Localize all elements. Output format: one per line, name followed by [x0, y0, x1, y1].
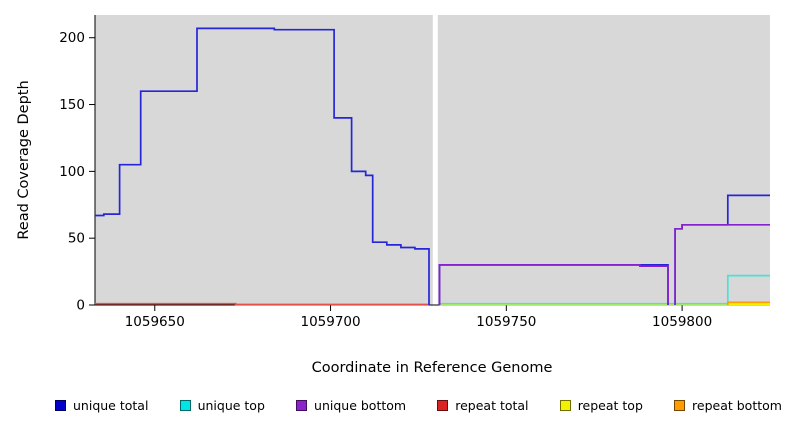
legend-swatch-unique-bottom	[296, 400, 308, 411]
y-tick-label: 0	[76, 298, 85, 314]
series-line-repeat-bottom	[726, 301, 770, 305]
legend-swatch-repeat-bottom	[674, 400, 686, 411]
x-tick-label: 1059750	[476, 314, 536, 330]
x-tick-label: 1059800	[652, 314, 712, 330]
legend-label: repeat bottom	[692, 398, 782, 413]
y-axis-label: Read Coverage Depth	[16, 80, 32, 239]
series-line-unique-total	[95, 27, 430, 305]
legend-swatch-unique-total	[55, 400, 66, 411]
y-tick-label: 150	[59, 97, 85, 113]
legend-item-repeat-total: repeat total	[437, 398, 529, 413]
series-line-unique-bottom	[674, 223, 770, 305]
legend-item-repeat-top: repeat top	[559, 398, 643, 413]
legend-item-unique-bottom: unique bottom	[296, 398, 406, 413]
legend-label: unique top	[197, 398, 265, 413]
legend-label: repeat top	[577, 398, 643, 413]
plot-panel	[95, 15, 770, 305]
legend-swatch-repeat-total	[437, 400, 449, 411]
x-axis-label: Coordinate in Reference Genome	[312, 360, 553, 376]
series-line-unique-top	[439, 274, 770, 305]
legend-label: unique bottom	[314, 398, 407, 413]
y-tick-label: 100	[59, 164, 85, 180]
legend-item-unique-total: unique total	[55, 398, 148, 413]
coverage-gap-band	[432, 15, 438, 305]
series-line-repeat-total	[95, 302, 429, 306]
x-tick-label: 1059650	[125, 314, 185, 330]
legend-item-unique-top: unique top	[179, 398, 265, 413]
x-tick-label: 1059700	[300, 314, 360, 330]
legend-label: unique total	[73, 398, 149, 413]
y-tick-label: 50	[68, 231, 85, 247]
legend-label: repeat total	[455, 398, 529, 413]
chart-legend: unique total unique top unique bottom repea…	[0, 398, 792, 413]
legend-item-repeat-bottom: repeat bottom	[674, 398, 782, 413]
legend-swatch-unique-top	[179, 400, 191, 411]
y-tick-label: 200	[59, 30, 85, 46]
coverage-plot-canvas: 1059650 1059700 1059750 1059800 0 50 100 150 200…	[16, 15, 770, 376]
series-line-unique-bottom	[438, 264, 669, 305]
legend-swatch-repeat-top	[559, 400, 571, 411]
